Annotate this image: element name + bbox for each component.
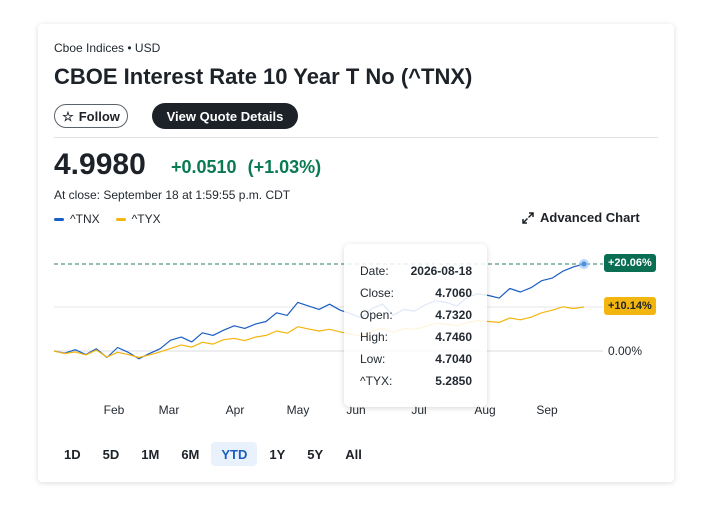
x-tick-label: May [287, 403, 310, 417]
tooltip-value: 2026-08-18 [410, 264, 472, 278]
tooltip-value: 4.7460 [435, 330, 472, 344]
x-tick-label: Mar [159, 403, 180, 417]
tnx-change-badge: +20.06% [604, 254, 656, 272]
close-time: At close: September 18 at 1:59:55 p.m. C… [54, 188, 291, 202]
chart-tooltip: Date: 2026-08-18 Close: 4.7060 Open: 4.7320… [344, 244, 487, 407]
tooltip-label: Date: [360, 264, 389, 278]
change-value: +0.0510 [171, 157, 237, 177]
tyx-change-badge: +10.14% [604, 297, 656, 315]
range-button-5y[interactable]: 5Y [307, 446, 324, 462]
price-value: 4.9980 [54, 148, 146, 181]
tooltip-row: Date: 2026-08-18 [360, 264, 472, 278]
tooltip-label: High: [360, 330, 389, 344]
legend-item-tnx[interactable]: ^TNX [54, 212, 100, 226]
range-button-all[interactable]: All [345, 446, 362, 462]
legend-label-tnx: ^TNX [70, 212, 100, 226]
tooltip-value: 4.7320 [435, 308, 472, 322]
price-change: +0.0510 (+1.03%) [171, 157, 327, 178]
legend-item-tyx[interactable]: ^TYX [115, 212, 161, 226]
x-tick-label: Apr [226, 403, 245, 417]
tooltip-value: 4.7040 [435, 352, 472, 366]
range-button-1d[interactable]: 1D [64, 446, 81, 462]
expand-icon [522, 211, 534, 224]
series-line-tnx [53, 263, 585, 360]
star-icon: ☆ [62, 108, 74, 124]
x-tick-label: Feb [104, 403, 125, 417]
tooltip-value: 5.2850 [435, 374, 472, 388]
zero-baseline-label: 0.00% [608, 344, 643, 358]
series-line-tyx [53, 306, 585, 359]
legend-swatch-tyx [115, 217, 126, 221]
tnx-endpoint-dot [581, 261, 587, 267]
range-button-1y[interactable]: 1Y [269, 446, 286, 462]
advanced-chart-link[interactable]: Advanced Chart [522, 210, 640, 225]
x-tick-label: Sep [536, 403, 558, 417]
quote-card: Cboe Indices • USD CBOE Interest Rate 10… [38, 24, 674, 482]
tooltip-row: ^TYX: 5.2850 [360, 374, 472, 388]
legend-label-tyx: ^TYX [131, 212, 161, 226]
time-range-selector: 1D 5D 1M 6M YTD 1Y 5Y All [54, 442, 374, 466]
divider [54, 137, 658, 138]
range-button-ytd[interactable]: YTD [211, 442, 258, 466]
view-quote-details-button[interactable]: View Quote Details [152, 103, 298, 129]
tooltip-value: 4.7060 [435, 286, 472, 300]
follow-label: Follow [78, 108, 120, 124]
page-title: CBOE Interest Rate 10 Year T No (^TNX) [54, 64, 473, 89]
range-button-1m[interactable]: 1M [141, 446, 160, 462]
exchange-label: Cboe Indices • USD [54, 41, 161, 55]
range-button-5d[interactable]: 5D [102, 446, 120, 462]
tooltip-label: ^TYX: [360, 374, 393, 388]
price-chart[interactable]: Feb Mar Apr May Jun Jul Aug Sep [38, 24, 674, 434]
legend-swatch-tnx [54, 217, 64, 221]
tooltip-label: Close: [360, 286, 395, 300]
chart-legend: ^TNX ^TYX [54, 212, 161, 226]
tooltip-row: Open: 4.7320 [360, 308, 472, 322]
tooltip-row: Close: 4.7060 [360, 286, 472, 300]
tooltip-row: Low: 4.7040 [360, 352, 472, 366]
range-button-6m[interactable]: 6M [181, 446, 200, 462]
tooltip-label: Low: [360, 352, 386, 366]
tooltip-row: High: 4.7460 [360, 330, 472, 344]
follow-button[interactable]: ☆ Follow [54, 104, 128, 128]
tooltip-label: Open: [360, 308, 393, 322]
advanced-chart-label: Advanced Chart [540, 210, 640, 225]
change-percent: (+1.03%) [247, 157, 322, 177]
